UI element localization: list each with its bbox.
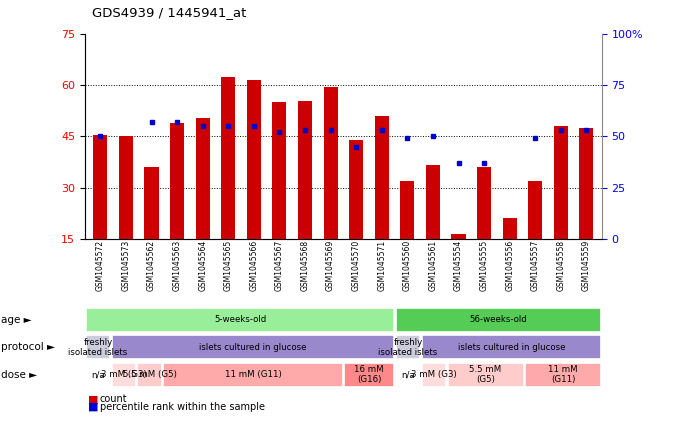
- Text: 56-weeks-old: 56-weeks-old: [470, 315, 527, 324]
- Bar: [119, 137, 133, 239]
- Bar: [525, 363, 601, 387]
- Bar: [221, 77, 235, 239]
- Text: islets cultured in glucose: islets cultured in glucose: [458, 343, 565, 352]
- Text: GSM1045568: GSM1045568: [301, 240, 309, 291]
- Text: GSM1045564: GSM1045564: [198, 240, 207, 291]
- Bar: [447, 363, 524, 387]
- Bar: [86, 335, 110, 360]
- Text: 5-weeks-old: 5-weeks-old: [214, 315, 266, 324]
- Text: GSM1045570: GSM1045570: [352, 240, 360, 291]
- Text: GSM1045555: GSM1045555: [479, 240, 489, 291]
- Bar: [422, 335, 601, 360]
- Text: GSM1045558: GSM1045558: [556, 240, 565, 291]
- Bar: [528, 181, 543, 239]
- Bar: [375, 116, 389, 239]
- Bar: [579, 128, 594, 239]
- Text: n/a: n/a: [91, 370, 105, 379]
- Text: age ►: age ►: [1, 315, 31, 325]
- Bar: [196, 118, 209, 239]
- Text: percentile rank within the sample: percentile rank within the sample: [100, 402, 265, 412]
- Text: GSM1045567: GSM1045567: [275, 240, 284, 291]
- Text: GSM1045559: GSM1045559: [582, 240, 591, 291]
- Bar: [344, 363, 394, 387]
- Bar: [396, 335, 420, 360]
- Text: dose ►: dose ►: [1, 370, 37, 380]
- Text: 11 mM
(G11): 11 mM (G11): [548, 365, 578, 385]
- Bar: [86, 308, 394, 332]
- Text: GSM1045566: GSM1045566: [250, 240, 258, 291]
- Text: GSM1045565: GSM1045565: [224, 240, 233, 291]
- Bar: [324, 87, 338, 239]
- Text: GDS4939 / 1445941_at: GDS4939 / 1445941_at: [92, 6, 246, 19]
- Text: GSM1045562: GSM1045562: [147, 240, 156, 291]
- Text: 16 mM
(G16): 16 mM (G16): [354, 365, 384, 385]
- Bar: [137, 363, 162, 387]
- Bar: [163, 363, 343, 387]
- Bar: [396, 308, 601, 332]
- Bar: [144, 167, 158, 239]
- Bar: [349, 140, 363, 239]
- Text: GSM1045556: GSM1045556: [505, 240, 514, 291]
- Text: GSM1045554: GSM1045554: [454, 240, 463, 291]
- Text: count: count: [100, 394, 128, 404]
- Bar: [112, 335, 394, 360]
- Bar: [112, 363, 136, 387]
- Text: GSM1045571: GSM1045571: [377, 240, 386, 291]
- Text: freshly
isolated islets: freshly isolated islets: [68, 338, 128, 357]
- Bar: [422, 363, 446, 387]
- Text: GSM1045557: GSM1045557: [531, 240, 540, 291]
- Text: ■: ■: [88, 394, 99, 404]
- Text: freshly
isolated islets: freshly isolated islets: [378, 338, 438, 357]
- Text: 5.5 mM (G5): 5.5 mM (G5): [122, 370, 177, 379]
- Text: protocol ►: protocol ►: [1, 342, 54, 352]
- Bar: [396, 363, 420, 387]
- Bar: [247, 80, 261, 239]
- Bar: [503, 219, 517, 239]
- Bar: [554, 126, 568, 239]
- Bar: [452, 234, 466, 239]
- Bar: [170, 123, 184, 239]
- Bar: [401, 181, 414, 239]
- Text: n/a: n/a: [401, 370, 415, 379]
- Text: GSM1045560: GSM1045560: [403, 240, 412, 291]
- Bar: [86, 363, 110, 387]
- Text: 3 mM (G3): 3 mM (G3): [411, 370, 457, 379]
- Text: GSM1045569: GSM1045569: [326, 240, 335, 291]
- Bar: [298, 101, 312, 239]
- Bar: [93, 135, 107, 239]
- Text: ■: ■: [88, 402, 99, 412]
- Text: 5.5 mM
(G5): 5.5 mM (G5): [469, 365, 502, 385]
- Text: GSM1045573: GSM1045573: [122, 240, 131, 291]
- Text: 11 mM (G11): 11 mM (G11): [224, 370, 282, 379]
- Bar: [426, 165, 440, 239]
- Text: GSM1045563: GSM1045563: [173, 240, 182, 291]
- Bar: [477, 167, 491, 239]
- Text: GSM1045572: GSM1045572: [96, 240, 105, 291]
- Bar: [273, 102, 286, 239]
- Text: 3 mM (G3): 3 mM (G3): [101, 370, 147, 379]
- Text: GSM1045561: GSM1045561: [428, 240, 437, 291]
- Text: islets cultured in glucose: islets cultured in glucose: [199, 343, 307, 352]
